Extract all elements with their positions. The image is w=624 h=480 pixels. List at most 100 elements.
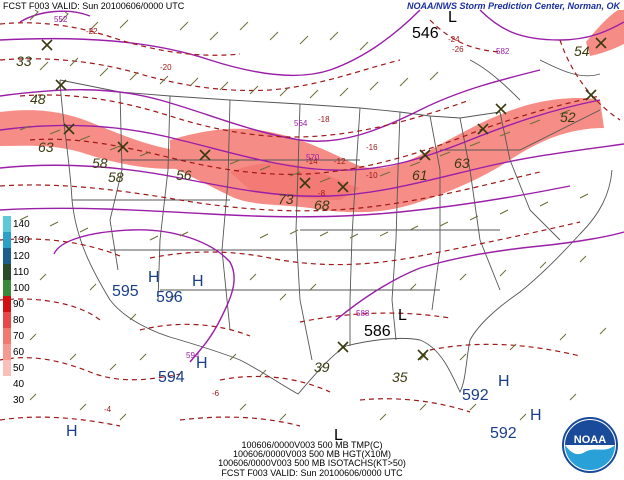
speed-label: 56 [176, 167, 192, 183]
speed-label: 39 [314, 359, 330, 375]
scale-step: 100 [3, 280, 30, 296]
jet-west [0, 110, 190, 169]
svg-text:588: 588 [356, 309, 370, 318]
isotherms [0, 19, 621, 427]
speed-label: 35 [392, 369, 408, 385]
svg-text:594: 594 [186, 351, 200, 360]
scale-step: 120 [3, 248, 30, 264]
scale-step: 30 [3, 392, 29, 408]
scale-swatch [3, 264, 11, 280]
speed-label: 33 [16, 53, 32, 69]
speed-label: 68 [314, 197, 330, 213]
svg-text:-4: -4 [104, 405, 112, 414]
isotach-band [0, 10, 624, 213]
speed-label: 63 [454, 155, 470, 171]
scale-label: 50 [13, 363, 25, 374]
high-center: H [498, 373, 510, 390]
scale-step: 50 [3, 360, 29, 376]
scale-swatch [3, 280, 11, 296]
height-values: 546 586 595 596 594 592 592 [112, 25, 517, 442]
height-592: 592 [462, 387, 489, 404]
scale-step: 60 [3, 344, 29, 360]
scale-swatch [3, 376, 11, 392]
low-center: L [334, 427, 343, 444]
source-header: NOAA/NWS Storm Prediction Center, Norman… [406, 1, 620, 11]
svg-text:564: 564 [294, 119, 308, 128]
scale-step: 80 [3, 312, 29, 328]
speed-label: 63 [38, 139, 54, 155]
speed-label: 58 [108, 169, 124, 185]
scale-step: 110 [3, 264, 29, 280]
high-center: H [148, 269, 160, 286]
pressure-centers: H H H H H H L L L [66, 9, 542, 444]
scale-swatch [3, 296, 11, 312]
svg-text:-10: -10 [366, 171, 378, 180]
scale-step: 130 [3, 232, 30, 248]
scale-step: 70 [3, 328, 29, 344]
footer-line-height: 100606/0000V003 500 MB HGT(X10M) [232, 449, 392, 459]
svg-text:-16: -16 [366, 143, 378, 152]
height-546: 546 [412, 25, 439, 42]
svg-text:-8: -8 [318, 189, 326, 198]
scale-label: 120 [13, 251, 30, 262]
svg-text:582: 582 [496, 47, 510, 56]
scale-label: 140 [13, 219, 30, 230]
svg-text:-22: -22 [86, 27, 98, 36]
isotach-color-scale: 140 130 120 110 100 90 80 70 60 50 40 30 [3, 216, 30, 408]
noaa-logo: NOAA [562, 417, 618, 473]
low-center: L [448, 9, 457, 26]
svg-text:-12: -12 [334, 157, 346, 166]
svg-text:-6: -6 [212, 389, 220, 398]
svg-text:552: 552 [54, 15, 68, 24]
temperature-labels: -22 -20 -18 -16 -14 -12 -10 -8 -6 -4 -24… [86, 27, 464, 414]
jet-max-markers [41, 37, 607, 361]
speed-label: 54 [574, 43, 590, 59]
speed-label: 48 [30, 91, 46, 107]
scale-swatch [3, 312, 11, 328]
scale-swatch [3, 344, 11, 360]
height-595: 595 [112, 283, 139, 300]
jet-speed-labels: 33 48 63 58 58 56 73 68 61 63 52 54 39 3… [16, 43, 590, 385]
noaa-logo-text: NOAA [574, 434, 606, 446]
scale-label: 110 [13, 267, 29, 278]
scale-label: 130 [13, 235, 30, 246]
speed-label: 58 [92, 155, 108, 171]
jet-northeast [586, 10, 624, 56]
wind-barbs [19, 9, 607, 421]
scale-step: 90 [3, 296, 29, 312]
borders [59, 59, 613, 395]
speed-label: 73 [278, 191, 294, 207]
footer-line-temp: 100606/0000V003 500 MB TMP(C) [241, 440, 383, 450]
height-594: 594 [158, 369, 185, 386]
scale-label: 40 [13, 379, 25, 390]
speed-label: 61 [412, 167, 428, 183]
low-center: L [398, 307, 407, 324]
scale-swatch [3, 232, 11, 248]
jet-core [230, 163, 360, 200]
high-center: H [196, 355, 208, 372]
scale-label: 60 [13, 347, 25, 358]
scale-swatch [3, 328, 11, 344]
scale-label: 80 [13, 315, 25, 326]
scale-label: 90 [13, 299, 25, 310]
svg-text:-18: -18 [318, 115, 330, 124]
height-596: 596 [156, 289, 183, 306]
speed-label: 52 [560, 109, 576, 125]
valid-time-header: FCST F003 VALID: Sun 20100606/0000 UTC [3, 1, 185, 11]
scale-swatch [3, 360, 11, 376]
scale-step: 140 [3, 216, 30, 232]
footer-line-isotachs: 100606/0000V003 500 MB ISOTACHS(KT>50) [218, 458, 406, 468]
scale-swatch [3, 392, 11, 408]
height-contours [0, 9, 624, 363]
contour-labels: 552 564 570 588 582 594 [54, 15, 510, 360]
footer-line-valid: FCST F003 VALID: Sun 20100606/0000 UTC [221, 468, 403, 478]
height-586: 586 [364, 323, 391, 340]
svg-text:-20: -20 [160, 63, 172, 72]
high-center: H [530, 407, 542, 424]
high-center: H [66, 423, 78, 440]
scale-swatch [3, 216, 11, 232]
svg-text:-26: -26 [452, 45, 464, 54]
scale-step: 40 [3, 376, 29, 392]
scale-label: 70 [13, 331, 25, 342]
